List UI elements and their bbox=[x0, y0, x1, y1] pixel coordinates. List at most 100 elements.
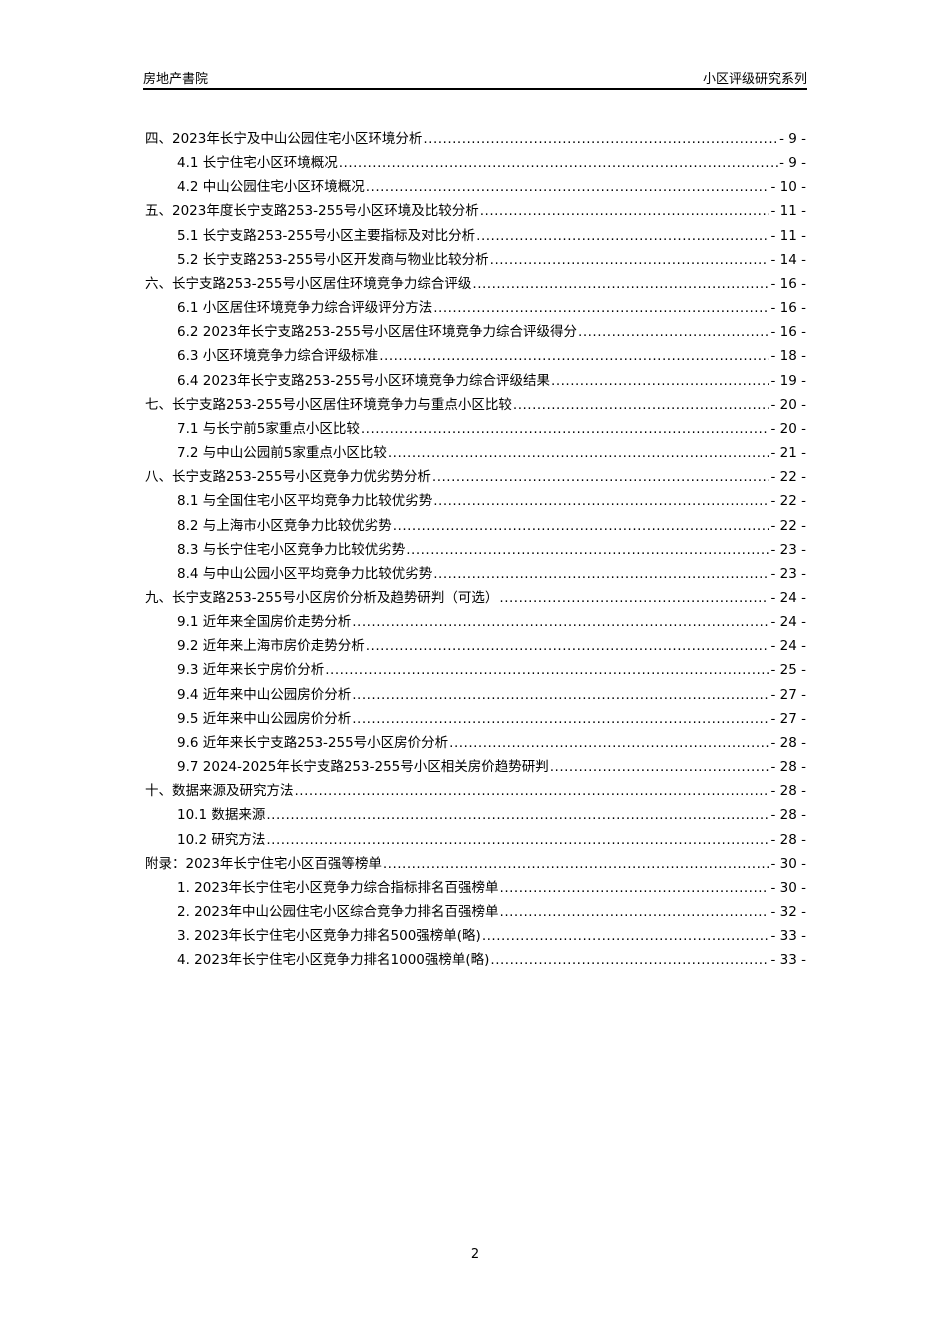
toc-entry-title: 附录：2023年长宁住宅小区百强等榜单 bbox=[145, 855, 382, 872]
toc-entry-title: 4. 2023年长宁住宅小区竞争力排名1000强榜单(略) bbox=[177, 952, 490, 969]
toc-entry[interactable]: 4.2 中山公园住宅小区环境概况 - 10 - bbox=[145, 175, 806, 199]
dot-leader bbox=[366, 638, 770, 654]
toc-entry[interactable]: 9.1 近年来全国房价走势分析 - 24 - bbox=[145, 610, 806, 634]
toc-entry-page: - 24 - bbox=[770, 589, 806, 606]
dot-leader bbox=[366, 179, 770, 195]
toc-entry-page: - 22 - bbox=[770, 469, 806, 486]
toc-entry-page: - 18 - bbox=[770, 348, 806, 365]
toc-entry-page: - 11 - bbox=[770, 227, 806, 244]
toc-entry[interactable]: 十、数据来源及研究方法 - 28 - bbox=[145, 779, 806, 803]
toc-entry[interactable]: 9.5 近年来中山公园房价分析 - 27 - bbox=[145, 707, 806, 731]
toc-entry-title: 6.2 2023年长宁支路253-255号小区居住环境竞争力综合评级得分 bbox=[177, 324, 578, 341]
dot-leader bbox=[383, 856, 770, 872]
toc-entry-page: - 32 - bbox=[770, 904, 806, 920]
toc-entry-title: 4.1 长宁住宅小区环境概况 bbox=[177, 155, 338, 172]
dot-leader bbox=[550, 759, 770, 775]
toc-entry-title: 3. 2023年长宁住宅小区竞争力排名500强榜单(略) bbox=[177, 928, 481, 945]
toc-entry[interactable]: 8.1 与全国住宅小区平均竞争力比较优劣势 - 22 - bbox=[145, 489, 806, 513]
toc-entry[interactable]: 6.2 2023年长宁支路253-255号小区居住环境竞争力综合评级得分 - 16… bbox=[145, 320, 806, 344]
dot-leader bbox=[388, 445, 770, 461]
toc-entry-title: 四、2023年长宁及中山公园住宅小区环境分析 bbox=[145, 131, 423, 147]
toc-entry[interactable]: 8.3 与长宁住宅小区竞争力比较优劣势 - 23 - bbox=[145, 538, 806, 562]
toc-entry[interactable]: 10.1 数据来源 - 28 - bbox=[145, 803, 806, 827]
dot-leader bbox=[433, 566, 769, 582]
toc-entry[interactable]: 8.2 与上海市小区竞争力比较优劣势 - 22 - bbox=[145, 514, 806, 538]
toc-entry[interactable]: 九、长宁支路253-255号小区房价分析及趋势研判（可选） - 24 - bbox=[145, 586, 806, 610]
dot-leader bbox=[500, 880, 770, 896]
dot-leader bbox=[266, 832, 769, 848]
toc-entry-title: 10.2 研究方法 bbox=[177, 831, 266, 848]
dot-leader bbox=[500, 904, 770, 920]
toc-entry-title: 2. 2023年中山公园住宅小区综合竞争力排名百强榜单 bbox=[177, 904, 499, 920]
dot-leader bbox=[513, 397, 770, 413]
toc-entry-title: 5.2 长宁支路253-255号小区开发商与物业比较分析 bbox=[177, 251, 489, 268]
toc-entry[interactable]: 7.1 与长宁前5家重点小区比较 - 20 - bbox=[145, 417, 806, 441]
toc-entry[interactable]: 10.2 研究方法 - 28 - bbox=[145, 828, 806, 852]
toc-entry[interactable]: 四、2023年长宁及中山公园住宅小区环境分析 - 9 - bbox=[145, 127, 806, 151]
toc-entry-title: 9.4 近年来中山公园房价分析 bbox=[177, 686, 352, 703]
toc-entry[interactable]: 5.1 长宁支路253-255号小区主要指标及对比分析 - 11 - bbox=[145, 224, 806, 248]
toc-entry-title: 9.5 近年来中山公园房价分析 bbox=[177, 710, 352, 727]
dot-leader bbox=[295, 783, 770, 799]
toc-entry[interactable]: 6.4 2023年长宁支路253-255号小区环境竞争力综合评级结果 - 19 - bbox=[145, 369, 806, 393]
toc-entry[interactable]: 2. 2023年中山公园住宅小区综合竞争力排名百强榜单 - 32 - bbox=[145, 900, 806, 924]
dot-leader bbox=[325, 662, 769, 678]
toc-entry[interactable]: 7.2 与中山公园前5家重点小区比较 - 21 - bbox=[145, 441, 806, 465]
toc-entry-title: 9.2 近年来上海市房价走势分析 bbox=[177, 638, 365, 655]
dot-leader bbox=[352, 711, 769, 727]
toc-entry-page: - 28 - bbox=[770, 734, 806, 751]
toc-entry-page: - 16 - bbox=[770, 275, 806, 292]
toc-entry[interactable]: 3. 2023年长宁住宅小区竞争力排名500强榜单(略) - 33 - bbox=[145, 924, 806, 948]
toc-entry[interactable]: 七、长宁支路253-255号小区居住环境竞争力与重点小区比较 - 20 - bbox=[145, 393, 806, 417]
dot-leader bbox=[476, 228, 769, 244]
toc-entry-page: - 25 - bbox=[770, 662, 806, 679]
toc-entry-title: 9.1 近年来全国房价走势分析 bbox=[177, 614, 352, 631]
toc-entry-page: - 33 - bbox=[770, 928, 806, 945]
toc-entry-title: 十、数据来源及研究方法 bbox=[145, 783, 294, 800]
toc-entry-page: - 10 - bbox=[770, 179, 806, 196]
dot-leader bbox=[266, 807, 769, 823]
toc-entry-page: - 24 - bbox=[770, 614, 806, 631]
toc-entry-title: 5.1 长宁支路253-255号小区主要指标及对比分析 bbox=[177, 227, 476, 244]
page-header: 房地产書院 小区评级研究系列 bbox=[143, 66, 807, 90]
toc-entry[interactable]: 9.4 近年来中山公园房价分析 - 27 - bbox=[145, 683, 806, 707]
toc-entry[interactable]: 9.2 近年来上海市房价走势分析 - 24 - bbox=[145, 634, 806, 658]
toc-entry[interactable]: 9.7 2024-2025年长宁支路253-255号小区相关房价趋势研判 - 28… bbox=[145, 755, 806, 779]
dot-leader bbox=[379, 348, 769, 364]
toc-entry-page: - 23 - bbox=[770, 541, 806, 558]
toc-entry-page: - 21 - bbox=[770, 445, 806, 462]
toc-entry-page: - 19 - bbox=[770, 372, 806, 389]
toc-entry[interactable]: 9.3 近年来长宁房价分析 - 25 - bbox=[145, 658, 806, 682]
dot-leader bbox=[361, 421, 770, 437]
toc-entry[interactable]: 5.2 长宁支路253-255号小区开发商与物业比较分析 - 14 - bbox=[145, 248, 806, 272]
dot-leader bbox=[433, 493, 769, 509]
page-number: 2 bbox=[470, 1247, 480, 1262]
toc-entry[interactable]: 五、2023年度长宁支路253-255号小区环境及比较分析 - 11 - bbox=[145, 199, 806, 223]
toc-entry[interactable]: 附录：2023年长宁住宅小区百强等榜单 - 30 - bbox=[145, 852, 806, 876]
toc-entry-title: 6.1 小区居住环境竞争力综合评级评分方法 bbox=[177, 300, 433, 317]
toc-entry[interactable]: 六、长宁支路253-255号小区居住环境竞争力综合评级 - 16 - bbox=[145, 272, 806, 296]
toc-entry[interactable]: 4.1 长宁住宅小区环境概况 - 9 - bbox=[145, 151, 806, 175]
toc-entry-title: 9.7 2024-2025年长宁支路253-255号小区相关房价趋势研判 bbox=[177, 759, 549, 776]
toc-entry-page: - 16 - bbox=[770, 324, 806, 341]
toc-entry-title: 8.1 与全国住宅小区平均竞争力比较优劣势 bbox=[177, 493, 433, 510]
toc-entry-title: 6.3 小区环境竞争力综合评级标准 bbox=[177, 348, 379, 365]
toc-entry[interactable]: 8.4 与中山公园小区平均竞争力比较优劣势 - 23 - bbox=[145, 562, 806, 586]
toc-entry-title: 7.1 与长宁前5家重点小区比较 bbox=[177, 420, 360, 437]
toc-entry-title: 五、2023年度长宁支路253-255号小区环境及比较分析 bbox=[145, 203, 479, 220]
toc-entry[interactable]: 1. 2023年长宁住宅小区竞争力综合指标排名百强榜单 - 30 - bbox=[145, 876, 806, 900]
toc-entry[interactable]: 八、长宁支路253-255号小区竞争力优劣势分析 - 22 - bbox=[145, 465, 806, 489]
toc-entry-title: 4.2 中山公园住宅小区环境概况 bbox=[177, 179, 365, 196]
toc-entry-title: 10.1 数据来源 bbox=[177, 807, 266, 824]
toc-entry-page: - 20 - bbox=[770, 420, 806, 437]
toc-entry-title: 7.2 与中山公园前5家重点小区比较 bbox=[177, 445, 387, 462]
toc-entry-title: 8.2 与上海市小区竞争力比较优劣势 bbox=[177, 517, 392, 534]
toc-entry[interactable]: 6.1 小区居住环境竞争力综合评级评分方法 - 16 - bbox=[145, 296, 806, 320]
toc-entry-title: 8.4 与中山公园小区平均竞争力比较优劣势 bbox=[177, 565, 433, 582]
toc-entry[interactable]: 6.3 小区环境竞争力综合评级标准 - 18 - bbox=[145, 344, 806, 368]
toc-entry-title: 9.6 近年来长宁支路253-255号小区房价分析 bbox=[177, 734, 449, 751]
toc-entry[interactable]: 9.6 近年来长宁支路253-255号小区房价分析 - 28 - bbox=[145, 731, 806, 755]
toc-entry[interactable]: 4. 2023年长宁住宅小区竞争力排名1000强榜单(略) - 33 - bbox=[145, 948, 806, 972]
toc-entry-title: 六、长宁支路253-255号小区居住环境竞争力综合评级 bbox=[145, 275, 472, 292]
toc-entry-title: 6.4 2023年长宁支路253-255号小区环境竞争力综合评级结果 bbox=[177, 372, 551, 389]
